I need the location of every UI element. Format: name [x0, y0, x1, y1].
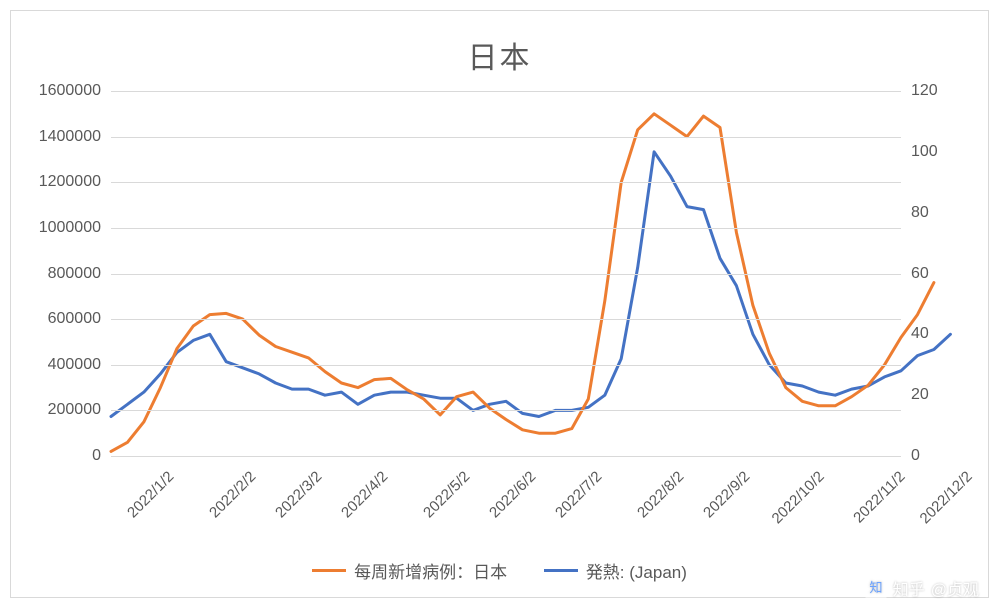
- plot-area: 0200000400000600000800000100000012000001…: [111, 91, 901, 456]
- legend-item-fever: 発熱: (Japan): [544, 558, 687, 583]
- x-tick-label: 2022/8/2: [634, 468, 687, 521]
- svg-text:知: 知: [869, 579, 882, 595]
- gridline: [111, 274, 901, 275]
- y-right-tick-label: 40: [911, 325, 971, 343]
- x-tick-label: 2022/3/2: [272, 468, 325, 521]
- gridline: [111, 365, 901, 366]
- y-right-tick-label: 60: [911, 265, 971, 283]
- x-tick-label: 2022/10/2: [768, 468, 827, 527]
- x-tick-label: 2022/4/2: [338, 468, 391, 521]
- legend-label-fever: 発熱: (Japan): [586, 558, 687, 583]
- x-tick-label: 2022/11/2: [850, 468, 908, 526]
- y-left-tick-label: 1600000: [11, 82, 101, 100]
- watermark-platform: 知乎: [893, 576, 925, 600]
- y-right-tick-label: 100: [911, 143, 971, 161]
- gridline: [111, 228, 901, 229]
- x-tick-label: 2022/1/2: [124, 468, 177, 521]
- x-tick-label: 2022/7/2: [552, 468, 605, 521]
- watermark: 知 知乎 @贞观: [865, 576, 979, 600]
- legend-label-cases: 每周新增病例：日本: [354, 558, 507, 583]
- y-left-tick-label: 1400000: [11, 128, 101, 146]
- chart-frame: 日本 0200000400000600000800000100000012000…: [10, 10, 989, 598]
- gridline: [111, 410, 901, 411]
- gridline: [111, 137, 901, 138]
- x-tick-label: 2022/12/2: [917, 468, 976, 527]
- legend-swatch-cases: [312, 569, 346, 572]
- gridline: [111, 456, 901, 457]
- y-left-tick-label: 800000: [11, 265, 101, 283]
- x-tick-label: 2022/5/2: [420, 468, 473, 521]
- y-left-tick-label: 1000000: [11, 219, 101, 237]
- y-right-tick-label: 120: [911, 82, 971, 100]
- x-tick-label: 2022/9/2: [700, 468, 753, 521]
- legend: 每周新增病例：日本 発熱: (Japan): [11, 557, 988, 583]
- gridline: [111, 91, 901, 92]
- y-left-tick-label: 600000: [11, 310, 101, 328]
- x-tick-label: 2022/6/2: [486, 468, 539, 521]
- y-left-tick-label: 400000: [11, 356, 101, 374]
- y-left-tick-label: 1200000: [11, 173, 101, 191]
- zhihu-icon: 知: [865, 577, 887, 599]
- legend-item-cases: 每周新增病例：日本: [312, 558, 507, 583]
- gridline: [111, 319, 901, 320]
- y-right-tick-label: 0: [911, 447, 971, 465]
- y-right-tick-label: 20: [911, 386, 971, 404]
- legend-swatch-fever: [544, 569, 578, 572]
- y-right-tick-label: 80: [911, 204, 971, 222]
- x-tick-label: 2022/2/2: [206, 468, 259, 521]
- series-line-fever: [111, 152, 950, 417]
- y-left-tick-label: 200000: [11, 401, 101, 419]
- watermark-author: @贞观: [931, 576, 979, 600]
- y-left-tick-label: 0: [11, 447, 101, 465]
- chart-title: 日本: [11, 33, 988, 77]
- series-line-cases: [111, 114, 934, 452]
- gridline: [111, 182, 901, 183]
